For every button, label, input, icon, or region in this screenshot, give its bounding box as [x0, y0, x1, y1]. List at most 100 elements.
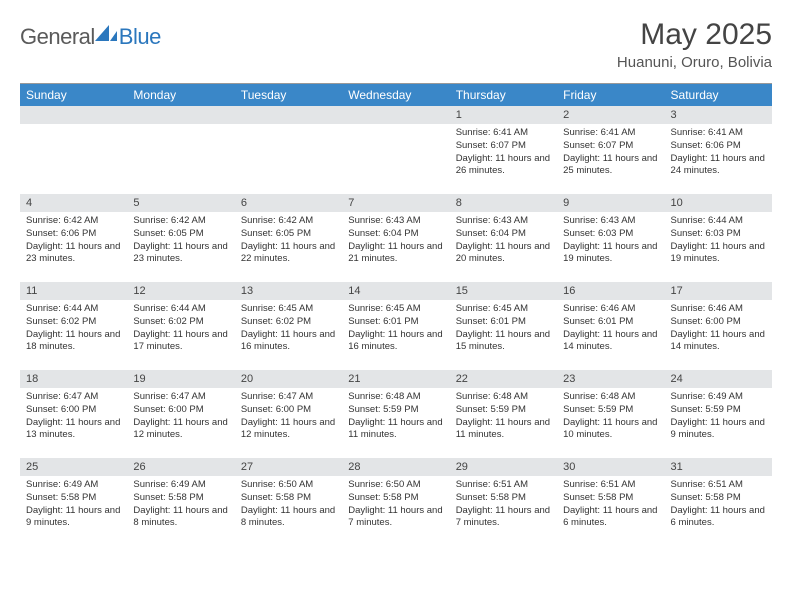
calendar-cell: 14Sunrise: 6:45 AMSunset: 6:01 PMDayligh… — [342, 282, 449, 370]
day-number — [235, 106, 342, 124]
calendar-week-row: 4Sunrise: 6:42 AMSunset: 6:06 PMDaylight… — [20, 194, 772, 282]
sunset-text: Sunset: 5:58 PM — [456, 492, 551, 505]
sunset-text: Sunset: 6:06 PM — [26, 228, 121, 241]
dow-wednesday: Wednesday — [342, 84, 449, 106]
calendar-cell: 7Sunrise: 6:43 AMSunset: 6:04 PMDaylight… — [342, 194, 449, 282]
day-info: Sunrise: 6:44 AMSunset: 6:02 PMDaylight:… — [20, 300, 127, 358]
daylight-text: Daylight: 11 hours and 8 minutes. — [241, 505, 336, 531]
calendar-cell: 27Sunrise: 6:50 AMSunset: 5:58 PMDayligh… — [235, 458, 342, 546]
day-info: Sunrise: 6:47 AMSunset: 6:00 PMDaylight:… — [127, 388, 234, 446]
day-info: Sunrise: 6:48 AMSunset: 5:59 PMDaylight:… — [450, 388, 557, 446]
day-info: Sunrise: 6:49 AMSunset: 5:58 PMDaylight:… — [127, 476, 234, 534]
dow-saturday: Saturday — [665, 84, 772, 106]
day-info: Sunrise: 6:45 AMSunset: 6:02 PMDaylight:… — [235, 300, 342, 358]
daylight-text: Daylight: 11 hours and 15 minutes. — [456, 329, 551, 355]
calendar-cell — [20, 106, 127, 194]
calendar-cell: 31Sunrise: 6:51 AMSunset: 5:58 PMDayligh… — [665, 458, 772, 546]
sunrise-text: Sunrise: 6:45 AM — [348, 303, 443, 316]
day-number: 8 — [450, 194, 557, 212]
day-number: 22 — [450, 370, 557, 388]
daylight-text: Daylight: 11 hours and 18 minutes. — [26, 329, 121, 355]
daylight-text: Daylight: 11 hours and 21 minutes. — [348, 241, 443, 267]
day-info: Sunrise: 6:47 AMSunset: 6:00 PMDaylight:… — [20, 388, 127, 446]
calendar-cell: 12Sunrise: 6:44 AMSunset: 6:02 PMDayligh… — [127, 282, 234, 370]
calendar-cell: 25Sunrise: 6:49 AMSunset: 5:58 PMDayligh… — [20, 458, 127, 546]
day-number: 21 — [342, 370, 449, 388]
day-number: 29 — [450, 458, 557, 476]
calendar-cell: 6Sunrise: 6:42 AMSunset: 6:05 PMDaylight… — [235, 194, 342, 282]
sunrise-text: Sunrise: 6:48 AM — [456, 391, 551, 404]
sunrise-text: Sunrise: 6:41 AM — [563, 127, 658, 140]
sunrise-text: Sunrise: 6:42 AM — [241, 215, 336, 228]
day-number: 17 — [665, 282, 772, 300]
day-number: 27 — [235, 458, 342, 476]
sunrise-text: Sunrise: 6:44 AM — [133, 303, 228, 316]
daylight-text: Daylight: 11 hours and 10 minutes. — [563, 417, 658, 443]
logo: General Blue — [20, 18, 161, 50]
day-of-week-row: Sunday Monday Tuesday Wednesday Thursday… — [20, 84, 772, 106]
dow-monday: Monday — [127, 84, 234, 106]
sunrise-text: Sunrise: 6:51 AM — [456, 479, 551, 492]
day-number: 19 — [127, 370, 234, 388]
sunset-text: Sunset: 5:58 PM — [671, 492, 766, 505]
calendar-cell: 28Sunrise: 6:50 AMSunset: 5:58 PMDayligh… — [342, 458, 449, 546]
day-info: Sunrise: 6:42 AMSunset: 6:05 PMDaylight:… — [235, 212, 342, 270]
day-number: 4 — [20, 194, 127, 212]
daylight-text: Daylight: 11 hours and 17 minutes. — [133, 329, 228, 355]
daylight-text: Daylight: 11 hours and 19 minutes. — [671, 241, 766, 267]
sunrise-text: Sunrise: 6:45 AM — [456, 303, 551, 316]
daylight-text: Daylight: 11 hours and 23 minutes. — [26, 241, 121, 267]
day-number: 6 — [235, 194, 342, 212]
day-info: Sunrise: 6:49 AMSunset: 5:59 PMDaylight:… — [665, 388, 772, 446]
day-number: 25 — [20, 458, 127, 476]
day-number: 1 — [450, 106, 557, 124]
calendar-cell: 11Sunrise: 6:44 AMSunset: 6:02 PMDayligh… — [20, 282, 127, 370]
daylight-text: Daylight: 11 hours and 12 minutes. — [133, 417, 228, 443]
sunset-text: Sunset: 6:06 PM — [671, 140, 766, 153]
day-info: Sunrise: 6:41 AMSunset: 6:07 PMDaylight:… — [557, 124, 664, 182]
day-number: 30 — [557, 458, 664, 476]
day-info: Sunrise: 6:43 AMSunset: 6:03 PMDaylight:… — [557, 212, 664, 270]
sunset-text: Sunset: 5:58 PM — [241, 492, 336, 505]
sunset-text: Sunset: 6:00 PM — [26, 404, 121, 417]
sunset-text: Sunset: 6:00 PM — [133, 404, 228, 417]
day-info: Sunrise: 6:42 AMSunset: 6:06 PMDaylight:… — [20, 212, 127, 270]
calendar-cell: 4Sunrise: 6:42 AMSunset: 6:06 PMDaylight… — [20, 194, 127, 282]
sunrise-text: Sunrise: 6:47 AM — [26, 391, 121, 404]
daylight-text: Daylight: 11 hours and 12 minutes. — [241, 417, 336, 443]
daylight-text: Daylight: 11 hours and 16 minutes. — [348, 329, 443, 355]
sunset-text: Sunset: 6:01 PM — [563, 316, 658, 329]
day-number: 14 — [342, 282, 449, 300]
daylight-text: Daylight: 11 hours and 7 minutes. — [348, 505, 443, 531]
calendar-cell: 3Sunrise: 6:41 AMSunset: 6:06 PMDaylight… — [665, 106, 772, 194]
dow-tuesday: Tuesday — [235, 84, 342, 106]
sunset-text: Sunset: 5:59 PM — [456, 404, 551, 417]
sunset-text: Sunset: 6:04 PM — [456, 228, 551, 241]
day-info: Sunrise: 6:43 AMSunset: 6:04 PMDaylight:… — [342, 212, 449, 270]
calendar-cell: 23Sunrise: 6:48 AMSunset: 5:59 PMDayligh… — [557, 370, 664, 458]
day-number: 28 — [342, 458, 449, 476]
sunrise-text: Sunrise: 6:51 AM — [563, 479, 658, 492]
sunrise-text: Sunrise: 6:44 AM — [671, 215, 766, 228]
day-info: Sunrise: 6:48 AMSunset: 5:59 PMDaylight:… — [342, 388, 449, 446]
daylight-text: Daylight: 11 hours and 6 minutes. — [671, 505, 766, 531]
header: General Blue May 2025 Huanuni, Oruro, Bo… — [20, 18, 772, 71]
calendar-week-row: 18Sunrise: 6:47 AMSunset: 6:00 PMDayligh… — [20, 370, 772, 458]
daylight-text: Daylight: 11 hours and 26 minutes. — [456, 153, 551, 179]
day-info: Sunrise: 6:50 AMSunset: 5:58 PMDaylight:… — [342, 476, 449, 534]
calendar-cell: 15Sunrise: 6:45 AMSunset: 6:01 PMDayligh… — [450, 282, 557, 370]
daylight-text: Daylight: 11 hours and 9 minutes. — [26, 505, 121, 531]
dow-friday: Friday — [557, 84, 664, 106]
day-info: Sunrise: 6:45 AMSunset: 6:01 PMDaylight:… — [342, 300, 449, 358]
day-number: 26 — [127, 458, 234, 476]
daylight-text: Daylight: 11 hours and 9 minutes. — [671, 417, 766, 443]
calendar-cell: 2Sunrise: 6:41 AMSunset: 6:07 PMDaylight… — [557, 106, 664, 194]
calendar-cell — [342, 106, 449, 194]
calendar-cell: 26Sunrise: 6:49 AMSunset: 5:58 PMDayligh… — [127, 458, 234, 546]
calendar-cell: 22Sunrise: 6:48 AMSunset: 5:59 PMDayligh… — [450, 370, 557, 458]
sunset-text: Sunset: 5:59 PM — [563, 404, 658, 417]
daylight-text: Daylight: 11 hours and 22 minutes. — [241, 241, 336, 267]
sunset-text: Sunset: 6:03 PM — [671, 228, 766, 241]
daylight-text: Daylight: 11 hours and 11 minutes. — [348, 417, 443, 443]
calendar-cell: 18Sunrise: 6:47 AMSunset: 6:00 PMDayligh… — [20, 370, 127, 458]
